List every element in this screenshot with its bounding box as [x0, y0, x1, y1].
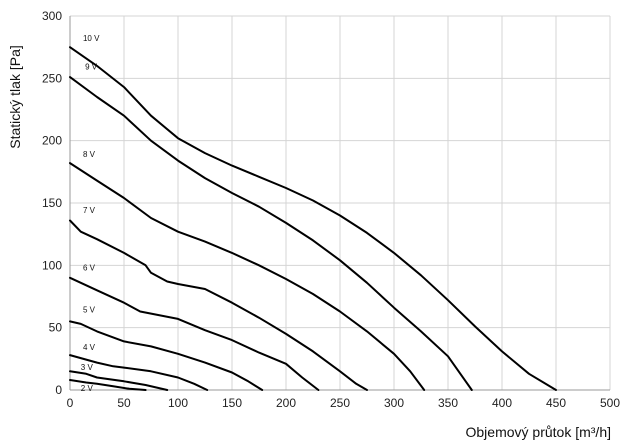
y-tick-label: 100	[42, 258, 62, 272]
y-axis-title: Statický tlak [Pa]	[7, 45, 23, 148]
curve-label: 10 V	[83, 34, 100, 43]
curve-labels: 10 V 9 V 8 V 7 V 6 V 5 V 4 V 3 V 2 V	[81, 34, 100, 393]
x-tick-label: 0	[67, 396, 74, 410]
x-tick-label: 500	[600, 396, 620, 410]
series-line	[69, 370, 169, 391]
grid	[69, 15, 611, 391]
x-tick-label: 150	[222, 396, 242, 410]
series-line	[69, 76, 473, 391]
curve-label: 4 V	[83, 343, 96, 352]
y-tick-label: 200	[42, 134, 62, 148]
y-tick-label: 250	[42, 71, 62, 85]
x-tick-label: 400	[492, 396, 512, 410]
series-line	[69, 276, 320, 391]
y-tick-label: 150	[42, 196, 62, 210]
x-tick-label: 250	[330, 396, 350, 410]
y-tick-label: 0	[55, 383, 62, 397]
x-tick-label: 50	[117, 396, 131, 410]
curve-label: 8 V	[83, 150, 96, 159]
tick-labels: 0 50 100 150 200 250 300 350 400 450 500 0 50 100 150 2…	[42, 9, 620, 410]
curve-label: 9 V	[85, 63, 98, 72]
series-line	[69, 162, 426, 391]
x-tick-label: 450	[546, 396, 566, 410]
curve-label: 3 V	[81, 363, 94, 372]
x-tick-label: 200	[276, 396, 296, 410]
series-lines	[69, 46, 557, 391]
curve-label: 7 V	[83, 206, 96, 215]
x-tick-label: 300	[384, 396, 404, 410]
x-tick-label: 350	[438, 396, 458, 410]
series-line	[69, 46, 557, 391]
series-line	[69, 219, 368, 391]
curve-label: 2 V	[81, 384, 94, 393]
series-line	[69, 379, 147, 391]
series-line	[69, 354, 209, 391]
curve-label: 5 V	[83, 306, 96, 315]
series-line	[69, 320, 264, 391]
y-tick-label: 50	[49, 321, 63, 335]
x-axis-title: Objemový průtok [m³/h]	[466, 424, 612, 440]
curve-label: 6 V	[83, 263, 96, 272]
x-tick-label: 100	[168, 396, 188, 410]
y-tick-label: 300	[42, 9, 62, 23]
